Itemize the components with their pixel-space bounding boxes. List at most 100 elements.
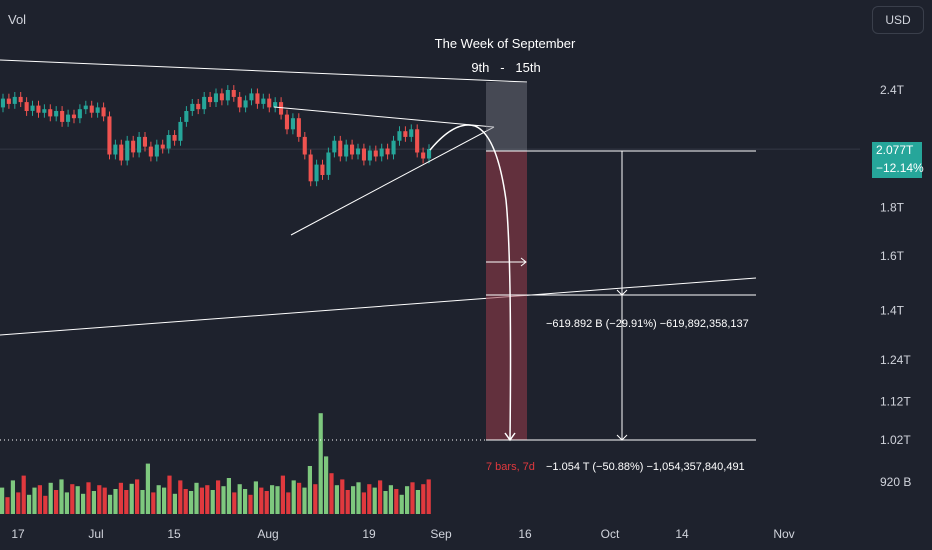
candle-body	[154, 144, 159, 157]
candle-body	[332, 140, 337, 153]
candle-body	[391, 140, 396, 155]
volume-bar	[280, 475, 285, 514]
volume-bar	[118, 482, 123, 514]
volume-bar	[124, 490, 129, 514]
currency-button[interactable]: USD	[872, 6, 924, 34]
candle-body	[314, 164, 319, 182]
volume-bar	[97, 485, 102, 514]
y-axis: 2.4T 1.8T 1.6T 1.4T 1.24T 1.12T 1.02T 920 B	[880, 83, 911, 489]
volume-bar	[32, 487, 37, 514]
candle-body	[24, 102, 29, 111]
x-tick-label: 19	[362, 527, 376, 541]
volume-bar	[221, 486, 226, 514]
candle-body	[320, 164, 325, 175]
y-tick-label: 1.8T	[880, 201, 905, 215]
candlestick-series	[0, 85, 432, 187]
candle-body	[95, 107, 100, 113]
candle-body	[54, 111, 59, 117]
candle-body	[30, 105, 35, 111]
y-tick-label: 920 B	[880, 475, 911, 489]
candle-body	[290, 118, 295, 130]
volume-bar	[81, 493, 86, 514]
volume-bar	[351, 486, 356, 514]
volume-bar	[75, 486, 80, 514]
candle-body	[107, 116, 112, 155]
volume-bar	[367, 484, 372, 514]
volume-bar	[54, 490, 59, 514]
candle-body	[373, 150, 378, 157]
volume-bar	[340, 479, 345, 514]
volume-bar	[194, 482, 199, 514]
candle-body	[243, 100, 248, 108]
candle-body	[77, 109, 82, 119]
candle-body	[42, 109, 47, 113]
volume-bar	[226, 478, 231, 514]
x-tick-label: 16	[518, 527, 532, 541]
x-tick-label: Nov	[773, 527, 794, 541]
x-tick-label: 17	[11, 527, 25, 541]
candle-body	[166, 135, 171, 149]
x-tick-label: 14	[675, 527, 689, 541]
candle-body	[190, 103, 195, 111]
volume-bar	[172, 493, 177, 514]
candle-body	[131, 140, 136, 153]
candle-body	[267, 98, 272, 108]
candle-body	[196, 103, 201, 110]
measure-mid-label: −619.892 B (−29.91%) −619,892,358,137	[546, 318, 749, 330]
week-highlight-box	[486, 82, 527, 151]
volume-bar	[5, 497, 10, 514]
volume-bar	[232, 492, 237, 514]
projection-curve	[429, 124, 512, 441]
volume-bar	[183, 489, 188, 514]
volume-bar	[27, 494, 32, 514]
volume-bar	[243, 489, 248, 514]
candle-body	[36, 105, 41, 113]
volume-bar	[345, 490, 350, 514]
candle-body	[148, 146, 153, 157]
candle-body	[249, 93, 254, 101]
volume-bar	[264, 491, 269, 514]
volume-bar	[361, 492, 366, 514]
drawing-tools	[0, 59, 757, 442]
measure-low-label: −1.054 T (−50.88%) −1,054,357,840,491	[546, 461, 745, 473]
x-tick-label: 15	[167, 527, 181, 541]
x-tick-label: Sep	[430, 527, 452, 541]
volume-bar	[318, 413, 323, 514]
volume-bar	[237, 484, 242, 514]
triangle-bottom-line	[290, 126, 495, 236]
volume-bar	[135, 479, 140, 514]
volume-bar	[102, 487, 107, 514]
y-tick-label: 1.6T	[880, 249, 905, 263]
candle-body	[427, 149, 432, 159]
candle-body	[302, 136, 307, 155]
volume-bar	[421, 484, 426, 514]
candle-body	[89, 105, 94, 113]
volume-bar	[259, 487, 264, 514]
volume-bar	[205, 485, 210, 514]
candle-body	[255, 93, 260, 104]
volume-bar	[156, 485, 161, 514]
volume-bar	[399, 494, 404, 514]
candle-body	[237, 96, 242, 108]
measure-arrow-low	[616, 434, 628, 441]
candle-body	[296, 118, 301, 137]
candle-body	[403, 131, 408, 137]
volume-bar	[16, 492, 21, 514]
volume-bar	[307, 466, 312, 514]
candle-body	[125, 140, 130, 161]
candle-body	[208, 96, 213, 103]
volume-bar	[37, 485, 42, 514]
candle-body	[261, 98, 266, 104]
volume-bar	[178, 480, 183, 514]
x-axis: 17 Jul 15 Aug 19 Sep 16 Oct 14 Nov	[11, 527, 794, 541]
upper-trendline	[0, 59, 528, 83]
candle-body	[279, 102, 284, 115]
volume-indicator-label[interactable]: Vol	[8, 12, 27, 27]
projection-arrowhead	[504, 432, 516, 442]
candle-body	[273, 102, 278, 108]
volume-bar	[356, 482, 361, 514]
candle-body	[338, 140, 343, 157]
volume-bar	[313, 484, 318, 514]
volume-bar	[302, 487, 307, 514]
